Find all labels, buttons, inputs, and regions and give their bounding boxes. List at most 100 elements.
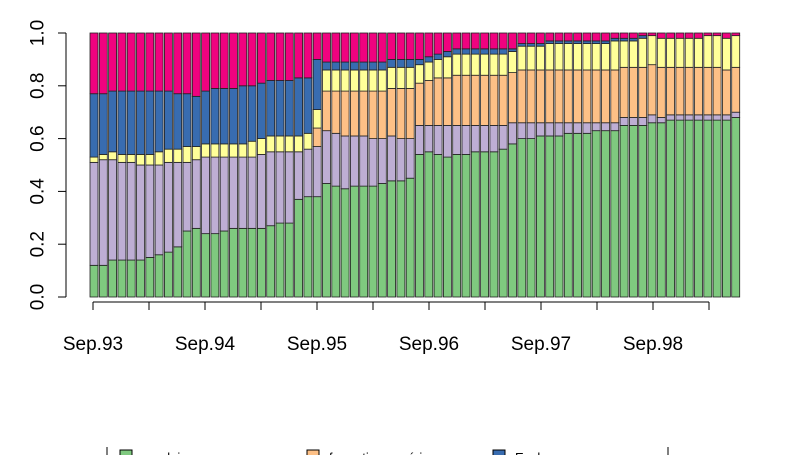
- bar-segment-s3-29: [359, 69, 369, 92]
- bar-segment-s5-9: [173, 32, 183, 95]
- bar-segment-s2-25: [322, 90, 331, 132]
- bar-segment-s1-68: [722, 114, 731, 121]
- bar-segment-s1-61: [656, 117, 666, 124]
- bar-segment-s2-57: [619, 66, 629, 118]
- bar-segment-s5-0: [89, 32, 99, 95]
- legend-swatch: [492, 449, 506, 455]
- bar-segment-s0-64: [684, 119, 694, 298]
- bar-segment-s2-65: [694, 66, 703, 116]
- bar-segment-s5-54: [591, 32, 601, 42]
- bar-segment-s3-17: [247, 140, 257, 158]
- bar-segment-s2-33: [396, 88, 406, 140]
- bar-segment-s5-20: [275, 32, 285, 81]
- legend-swatch: [306, 449, 320, 455]
- bar-segment-s3-1: [98, 154, 108, 161]
- bar-segment-s2-52: [573, 69, 582, 124]
- bar-segment-s5-10: [182, 32, 192, 95]
- bar-segment-s5-51: [563, 32, 573, 42]
- bar-segment-s1-4: [126, 161, 136, 261]
- bar-segment-s4-29: [359, 61, 369, 71]
- y-tick-label: 0.6: [28, 125, 49, 151]
- bar-segment-s1-18: [256, 154, 266, 229]
- bar-segment-s0-49: [545, 135, 555, 298]
- bar-segment-s1-21: [284, 151, 294, 224]
- bar-segment-s3-25: [322, 69, 331, 92]
- bar-segment-s2-62: [666, 66, 675, 116]
- bar-segment-s4-5: [136, 90, 145, 155]
- bar-segment-s2-49: [545, 69, 555, 124]
- bar-segment-s2-64: [684, 66, 694, 116]
- bar-segment-s5-59: [638, 32, 648, 37]
- bar-segment-s1-0: [89, 161, 99, 266]
- bar-segment-s5-46: [517, 32, 527, 44]
- bar-segment-s5-22: [294, 32, 304, 79]
- bar-segment-s2-37: [433, 77, 443, 126]
- bar-segment-s3-51: [563, 43, 573, 71]
- bar-segment-s5-26: [331, 32, 341, 63]
- bar-segment-s1-45: [508, 122, 517, 145]
- bar-segment-s2-59: [638, 66, 648, 118]
- bar-segment-s3-58: [629, 40, 638, 68]
- bar-segment-s4-42: [480, 48, 490, 55]
- bar-segment-s2-55: [601, 69, 610, 124]
- bar-segment-s1-64: [684, 114, 694, 121]
- bar-segment-s3-22: [294, 135, 304, 153]
- bar-segment-s1-31: [377, 138, 387, 184]
- bar-segment-s0-17: [247, 227, 257, 298]
- bar-segment-s3-11: [191, 146, 201, 161]
- bar-segment-s4-39: [452, 48, 462, 55]
- bar-segment-s5-41: [470, 32, 480, 50]
- bar-segment-s2-43: [489, 74, 499, 126]
- bar-segment-s5-1: [98, 32, 108, 95]
- bar-segment-s4-36: [424, 56, 434, 63]
- bar-segment-s5-55: [601, 32, 610, 42]
- bar-segment-s0-20: [275, 222, 285, 298]
- bar-segment-s0-0: [89, 264, 99, 298]
- x-axis: Sep.93 Sep.94 Sep.95 Sep.96 Sep.97 Sep.98: [63, 301, 710, 355]
- bar-segment-s4-8: [163, 90, 173, 150]
- bar-segment-s3-42: [480, 53, 490, 76]
- bar-segment-s5-24: [312, 32, 322, 60]
- bar-segment-s0-63: [675, 119, 685, 298]
- bar-segment-s0-29: [359, 185, 369, 298]
- bar-segment-s4-21: [284, 80, 294, 137]
- bar-segment-s4-38: [442, 51, 452, 58]
- bar-segment-s5-6: [145, 32, 155, 92]
- bar-segment-s3-7: [154, 151, 164, 166]
- bar-segment-s3-13: [210, 143, 220, 158]
- bar-segment-s1-25: [322, 130, 331, 184]
- bar-segment-s4-13: [210, 88, 220, 145]
- bar-segment-s0-52: [573, 132, 582, 298]
- bar-segment-s1-12: [201, 156, 211, 235]
- bar-segment-s1-11: [191, 159, 201, 229]
- bar-segment-s0-18: [256, 227, 266, 298]
- bar-segment-s4-28: [349, 61, 359, 71]
- bar-segment-s5-30: [368, 32, 378, 63]
- bar-segment-s5-57: [619, 32, 629, 39]
- bar-segment-s5-29: [359, 32, 369, 63]
- bar-segment-s5-66: [703, 32, 713, 37]
- bar-segment-s3-64: [684, 37, 694, 68]
- bar-segment-s1-24: [312, 146, 322, 198]
- bar-segment-s0-23: [303, 196, 313, 298]
- bar-segment-s5-13: [210, 32, 220, 89]
- bar-segment-s1-49: [545, 122, 555, 137]
- bar-segment-s1-56: [610, 122, 620, 132]
- bar-segment-s3-43: [489, 53, 499, 76]
- bar-segment-s0-21: [284, 222, 294, 298]
- bar-segment-s3-56: [610, 40, 620, 71]
- bar-segment-s5-53: [582, 32, 592, 42]
- bar-segment-s4-43: [489, 48, 499, 55]
- y-tick-label: 0.8: [28, 73, 49, 99]
- x-tick-label: Sep.97: [511, 334, 571, 355]
- bar-segment-s4-30: [368, 61, 378, 71]
- bar-segment-s1-10: [182, 161, 192, 232]
- bar-segment-s4-41: [470, 48, 480, 55]
- bar-segment-s0-62: [666, 119, 675, 298]
- bar-segment-s5-48: [536, 32, 545, 44]
- bar-segment-s2-63: [675, 66, 685, 116]
- bar-segment-s5-36: [424, 32, 434, 58]
- legend-label: emploi: [142, 450, 180, 455]
- y-tick-label: 0.0: [28, 284, 49, 310]
- bar-segment-s0-24: [312, 196, 322, 298]
